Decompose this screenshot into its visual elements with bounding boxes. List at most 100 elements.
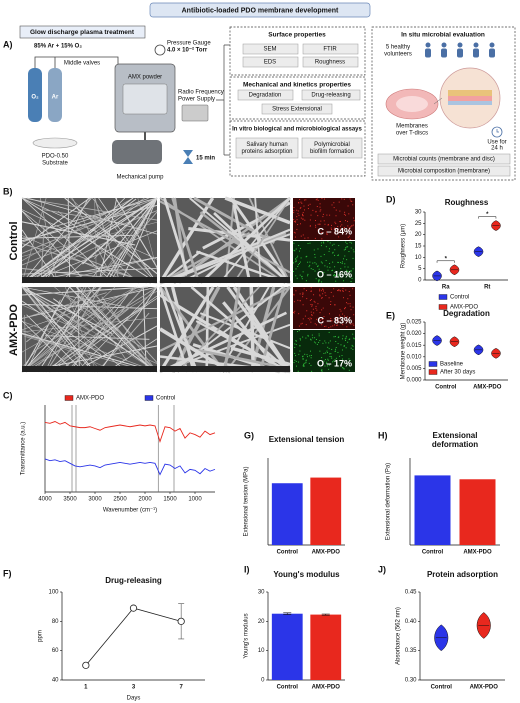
eds-dot — [352, 204, 354, 206]
bar — [310, 614, 342, 680]
fiber — [21, 197, 110, 280]
bar — [310, 477, 342, 545]
eds-dot — [299, 248, 301, 250]
eds-dot — [327, 358, 329, 360]
eds-dot — [293, 262, 295, 264]
eds-dot — [298, 353, 300, 355]
fiber — [230, 346, 291, 367]
eds-dot — [339, 228, 341, 230]
eds-dot — [334, 232, 336, 234]
eds-dot — [318, 280, 320, 282]
legend-swatch — [144, 395, 154, 401]
eds-dot — [321, 198, 323, 200]
eds-dot — [313, 300, 315, 302]
eds-dot — [325, 352, 327, 354]
eds-map — [293, 330, 355, 372]
panel-labels: A) B) C) D) E) F) G) H) I) J) — [3, 39, 396, 578]
eds-dot — [349, 294, 351, 296]
assay-title: Mechanical and kinetics properties — [243, 82, 351, 89]
eds-dot — [303, 288, 305, 290]
eds-dot — [304, 237, 306, 239]
assays: Surface properties SEM FTIR EDS Roughnes… — [229, 26, 366, 177]
fiber — [21, 234, 133, 239]
eds-dot — [310, 318, 312, 320]
eds-dot — [293, 207, 295, 209]
eds-dot — [333, 360, 335, 362]
eds-dot — [341, 355, 343, 357]
eds-dot — [316, 318, 318, 320]
eds-dot — [310, 298, 312, 300]
assay-item-box — [261, 103, 333, 115]
fiber — [159, 311, 288, 374]
gas-label: O₂ — [31, 95, 39, 101]
eds-dot — [329, 353, 331, 355]
x-tick-label: Control — [277, 685, 299, 691]
fiber — [100, 197, 158, 267]
eds-dot — [297, 361, 299, 363]
eds-dot — [351, 278, 353, 280]
eds-dot — [324, 365, 326, 367]
in-situ-box — [371, 26, 516, 181]
eds-dot — [328, 342, 330, 344]
fiber — [224, 196, 291, 225]
chart-title: Protein adsorption — [427, 570, 498, 579]
point — [177, 617, 185, 625]
eds-dot — [297, 299, 299, 301]
rf: Power Supply — [178, 97, 215, 103]
eds-dot — [314, 323, 316, 325]
eds-dot — [352, 224, 354, 226]
eds-dot — [343, 368, 345, 370]
eds-dot — [345, 214, 347, 216]
panel-label: I) — [244, 564, 250, 574]
eds-dot — [301, 278, 303, 280]
eds-dot — [350, 271, 352, 273]
x-tick-label: Ra — [442, 285, 450, 291]
eds-dot — [343, 258, 345, 260]
eds-dot — [332, 325, 334, 327]
fiber — [33, 286, 139, 352]
eds-labels: C – 84% O – 16% C – 83% O – 17% — [317, 226, 352, 368]
eds-dot — [339, 355, 341, 357]
eds-dot — [299, 207, 301, 209]
fiber — [21, 235, 131, 284]
eds-dot — [316, 309, 318, 311]
y-tick-label: 0.30 — [405, 678, 417, 684]
eds-dot — [338, 321, 340, 323]
eds-dot — [310, 354, 312, 356]
error-bar — [283, 612, 292, 615]
eds-dot — [302, 296, 304, 298]
eds-dot — [342, 290, 344, 292]
eds-dot — [322, 241, 324, 243]
eds-dot — [309, 264, 311, 266]
fiber — [21, 298, 120, 373]
eds-dot — [314, 337, 316, 339]
eds-dot — [309, 203, 311, 205]
x-tick-label: AMX-PDO — [312, 550, 341, 556]
eds-dot — [315, 342, 317, 344]
eds-dot — [310, 214, 312, 216]
eds-dot — [333, 207, 335, 209]
eds-dot — [348, 251, 350, 253]
sem-footer — [160, 277, 290, 283]
y-axis-label: Membrane weight (g) — [401, 323, 407, 380]
eds-dot — [299, 250, 301, 252]
eds-dot — [324, 340, 326, 342]
x-axis-label: Wavenumber (cm⁻¹) — [103, 508, 157, 514]
point — [82, 661, 90, 669]
eds-dot — [312, 308, 314, 310]
panel-label: F) — [3, 568, 12, 578]
eds-dot — [313, 294, 315, 296]
eds-map — [293, 287, 355, 329]
fiber — [94, 211, 158, 284]
eds-dot — [303, 363, 305, 365]
eds-dot — [320, 255, 322, 257]
eds-dot — [299, 293, 301, 295]
eds-dot — [315, 338, 317, 340]
y-axis-label: Roughness (µm) — [401, 224, 407, 268]
eds-dot — [337, 290, 339, 292]
x-tick-label: 3500 — [63, 497, 77, 503]
persons — [425, 42, 495, 58]
eds-dot — [322, 318, 324, 320]
y-tick-label: 0.025 — [406, 320, 422, 326]
eds-dot — [321, 297, 323, 299]
